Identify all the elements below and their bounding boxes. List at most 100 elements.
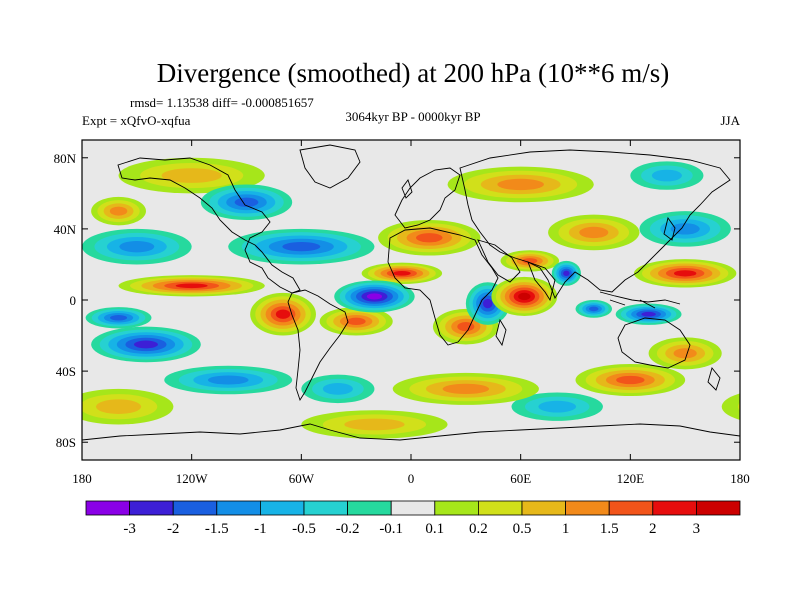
anomaly-cell [118,157,265,194]
y-tick-label: 0 [70,293,77,308]
anomaly-cell [91,196,146,226]
colorbar-label: -1.5 [205,521,229,537]
colorbar-label: 0.5 [513,521,532,537]
x-tick-label: 60W [289,471,315,486]
anomaly-cell [82,228,192,265]
anomaly-cell [164,365,293,395]
anomaly-cell [511,392,603,421]
anomaly-contour [119,241,155,253]
anomaly-contour [175,283,208,289]
colorbar-swatch [259,500,305,516]
anomaly-contour [366,293,383,300]
divergence-field [82,157,740,439]
anomaly-contour [589,306,599,312]
anomaly-cell [447,166,594,203]
anomaly-contour-wrap [721,393,740,420]
coastline-madagascar [495,318,507,347]
experiment-label: Expt = xQfvO-xqfua [82,113,191,128]
anomaly-contour [673,348,697,359]
anomaly-cell [85,307,152,329]
anomaly-contour [641,311,656,317]
anomaly-contour [482,298,493,309]
anomaly-contour [234,197,259,207]
anomaly-contour [651,169,682,182]
anomaly-contour [109,206,128,216]
anomaly-contour [344,418,405,431]
colorbar-label: 2 [649,521,657,537]
anomaly-contour [442,383,490,394]
map-axes: 180 120W 60W 0 60E 120E 180 80N 40N 0 40S 80S [54,140,750,486]
anomaly-cell [82,388,740,425]
anomaly-contour-wrap [737,402,740,411]
anomaly-cell [615,303,682,325]
anomaly-contour [133,340,158,349]
season-label: JJA [720,113,740,128]
anomaly-cell [301,374,375,404]
anomaly-cell [200,184,293,221]
coastline-africa [387,227,499,346]
coastline-south-america [287,289,349,402]
colorbar-label: -2 [167,521,180,537]
anomaly-cell [648,337,722,370]
y-tick-label: 80N [54,151,77,166]
anomaly-cell [575,300,613,318]
colorbar-swatch [696,500,741,516]
anomaly-cell [228,228,375,265]
colorbar-swatch [608,500,654,516]
colorbar-swatch [347,500,392,516]
anomaly-contour [393,271,411,276]
anomaly-contour [161,168,222,183]
anomaly-cell [361,262,443,285]
colorbar-label: 1 [562,521,570,537]
anomaly-contour [563,270,570,277]
colorbar: -3 -2 -1.5 -1 -0.5 -0.2 -0.1 0.1 0.2 0.5 1 1.5 2 3 [85,500,741,537]
coastline-asia [459,149,731,299]
anomaly-contour [457,322,475,332]
anomaly-contour [282,242,321,252]
anomaly-contour [673,270,697,277]
chart-subtitle: 3064kyr BP - 0000kyr BP [345,109,480,124]
anomaly-cell [250,292,316,336]
x-tick-label: 120W [176,471,209,486]
coastline-greenland [299,144,361,189]
anomaly-contour [579,226,609,239]
anomaly-cell [392,372,539,405]
stats-line: rmsd= 1.13538 diff= -0.000851657 [130,95,314,110]
anomaly-contour [346,317,366,326]
coastline-europe [394,167,461,229]
colorbar-swatch [565,500,610,516]
colorbar-swatch [216,500,261,516]
colorbar-label: -0.2 [336,521,360,537]
coastline-australia [617,317,691,369]
map-area [82,140,740,460]
colorbar-swatch [521,500,566,516]
anomaly-cell [630,161,704,190]
anomaly-contour [522,258,538,264]
anomaly-cell [633,259,737,288]
anomaly-contour [322,383,353,395]
y-tick-label: 40S [56,364,76,379]
colorbar-label: 3 [693,521,701,537]
colorbar-swatch [434,500,479,516]
colorbar-swatch [85,500,130,516]
anomaly-contour [538,400,577,413]
anomaly-cell [118,275,265,297]
anomaly-contour [616,375,645,385]
x-tick-label: 120E [617,471,645,486]
anomaly-cell [500,250,560,272]
colorbar-label: 0.1 [425,521,444,537]
x-tick-label: 180 [730,471,750,486]
colorbar-swatch [477,500,523,516]
anomaly-cell [91,326,201,363]
anomaly-contour [207,375,249,385]
x-tick-label: 180 [72,471,92,486]
y-tick-label: 80S [56,435,76,450]
anomaly-contour [275,309,291,319]
coastline-india [527,261,556,302]
anomaly-cell [334,280,415,313]
anomaly-contour [95,399,142,414]
colorbar-swatch [390,500,436,516]
anomaly-cell [301,410,448,439]
anomaly-contour [110,315,128,321]
anomaly-cell [551,260,581,286]
